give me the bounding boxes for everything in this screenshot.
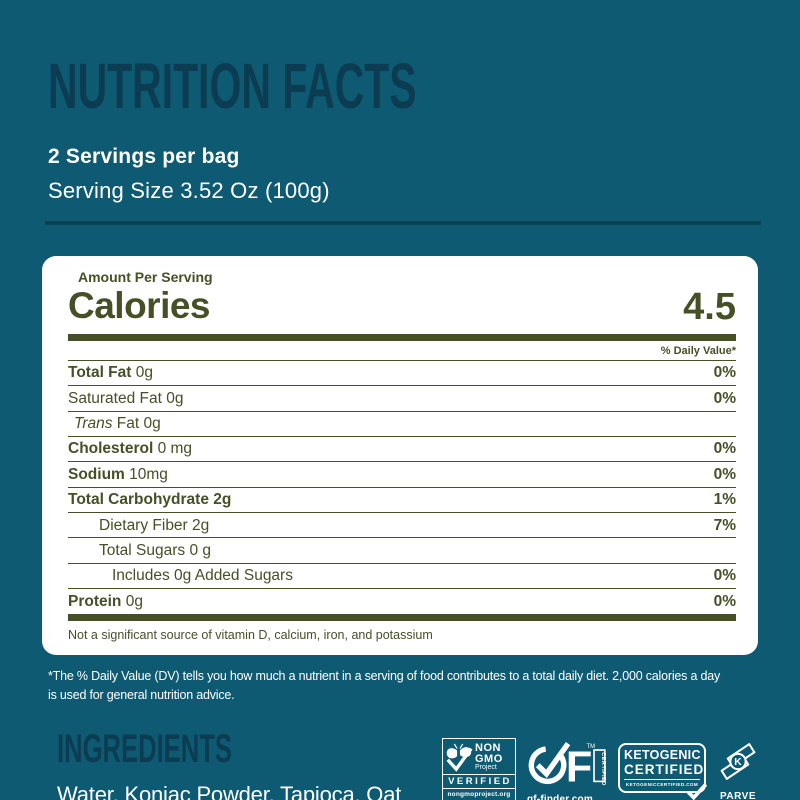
nutrient-name: Trans Fat 0g <box>74 415 161 433</box>
gf-url: gf-finder.com <box>527 794 593 800</box>
nutrient-daily-value: 0% <box>713 592 736 610</box>
ketogenic-line2: CERTIFIED <box>624 762 705 778</box>
nutrient-row: Dietary Fiber 2g 7% <box>68 512 736 537</box>
calories-label: Calories <box>68 285 211 326</box>
nutrient-name: Total Fat 0g <box>68 364 153 382</box>
nutrient-name: Cholesterol 0 mg <box>68 440 193 458</box>
thick-divider-bottom <box>68 613 736 621</box>
parve-label: PARVE <box>719 791 757 800</box>
butterfly-check-icon <box>446 743 473 773</box>
non-gmo-words: NON GMO Project <box>475 742 503 772</box>
nutrient-daily-value: 0% <box>713 465 736 483</box>
nutrient-daily-value: 7% <box>713 516 736 534</box>
ingredients-title: INGREDIENTS <box>57 727 232 772</box>
nutrient-row: Protein 0g 0% <box>68 588 736 613</box>
nutrient-row: Saturated Fat 0g 0% <box>68 385 736 410</box>
non-gmo-url: nongmoproject.org <box>447 791 511 799</box>
non-gmo-word-project: Project <box>475 763 497 771</box>
non-gmo-verified-text: VERIFIED <box>443 774 515 790</box>
ketogenic-check-icon <box>686 782 708 800</box>
serving-size: Serving Size 3.52 Oz (100g) <box>48 178 330 203</box>
page-title: NUTRITION FACTS <box>48 50 417 122</box>
nutrient-row: Sodium 10mg 0% <box>68 461 736 486</box>
nutrient-rows: Total Fat 0g 0% Saturated Fat 0g 0% Trans Fa… <box>68 359 736 614</box>
nutrient-row: Total Sugars 0 g <box>68 537 736 562</box>
not-significant-note: Not a significant source of vitamin D, c… <box>68 627 433 642</box>
gf-tm: TM <box>586 744 595 750</box>
non-gmo-word-gmo: GMO <box>475 752 503 765</box>
bottom-section: INGREDIENTS Water, Konjac Powder, Tapioc… <box>48 729 764 800</box>
nutrient-row: Includes 0g Added Sugars 0% <box>68 562 736 588</box>
nutrient-daily-value: 1% <box>713 491 736 509</box>
nutrient-name: Includes 0g Added Sugars <box>112 567 293 585</box>
calories-value: 4.5 <box>683 285 736 328</box>
gf-certified-vertical: CERTIFIED <box>600 753 606 787</box>
ketogenic-line1: KETOGENIC <box>624 748 701 763</box>
parve-scroll-icon: K <box>720 743 756 781</box>
gf-logo-icon: F TM CERTIFIED <box>528 742 606 792</box>
gf-letter-f: F <box>566 744 592 789</box>
nutrient-name: Total Sugars 0 g <box>99 541 212 559</box>
nutrient-daily-value: 0% <box>713 440 736 458</box>
footnote-line-2: is used for general nutrition advice. <box>48 687 235 702</box>
thick-divider-top <box>68 333 736 341</box>
nutrient-name: Dietary Fiber 2g <box>99 516 210 534</box>
ingredients-list: Water, Konjac Powder, Tapioca, Oat Powde… <box>57 782 402 800</box>
nutrient-row: Total Fat 0g 0% <box>68 359 736 385</box>
non-gmo-verified-badge: NON GMO Project VERIFIED nongmoproject.o… <box>442 738 516 800</box>
nutrient-name: Protein 0g <box>68 592 143 610</box>
amount-per-serving-label: Amount Per Serving <box>78 269 213 285</box>
parve-letter-k: K <box>734 757 742 768</box>
calories-row: Calories 4.5 <box>68 285 736 328</box>
nutrient-daily-value: 0% <box>713 364 736 382</box>
nutrient-name: Saturated Fat 0g <box>68 389 184 407</box>
header-divider <box>45 221 761 225</box>
certification-badges: NON GMO Project VERIFIED nongmoproject.o… <box>442 738 759 800</box>
nutrient-name: Total Carbohydrate 2g <box>68 491 232 509</box>
nutrient-row: Trans Fat 0g <box>68 410 736 436</box>
non-gmo-top: NON GMO Project <box>443 739 515 774</box>
daily-value-footnote: *The % Daily Value (DV) tells you how mu… <box>48 667 764 706</box>
ketogenic-box: KETOGENIC CERTIFIED KETOGENICCERTIFIED.C… <box>618 743 706 793</box>
nutrient-daily-value: 0% <box>713 567 736 585</box>
footnote-line-1: *The % Daily Value (DV) tells you how mu… <box>48 668 721 683</box>
servings-per-bag: 2 Servings per bag <box>48 145 240 168</box>
ketogenic-certified-badge: KETOGENIC CERTIFIED KETOGENICCERTIFIED.C… <box>618 743 708 800</box>
nutrition-facts-panel: Amount Per Serving Calories 4.5 % Daily … <box>42 256 758 655</box>
ingredients-section: INGREDIENTS Water, Konjac Powder, Tapioc… <box>57 729 442 800</box>
daily-value-header: % Daily Value* <box>660 344 736 357</box>
ketogenic-url: KETOGENICCERTIFIED.COM <box>624 779 700 787</box>
kosher-parve-badge: K PARVE <box>717 738 759 800</box>
nutrient-daily-value: 0% <box>713 389 736 407</box>
nutrient-row: Total Carbohydrate 2g 1% <box>68 486 736 512</box>
nutrient-name: Sodium 10mg <box>68 465 168 483</box>
nutrient-row: Cholesterol 0 mg 0% <box>68 435 736 461</box>
non-gmo-word-non: NON <box>475 742 501 755</box>
gluten-free-certified-badge: F TM CERTIFIED gf-finder.com <box>527 738 607 800</box>
